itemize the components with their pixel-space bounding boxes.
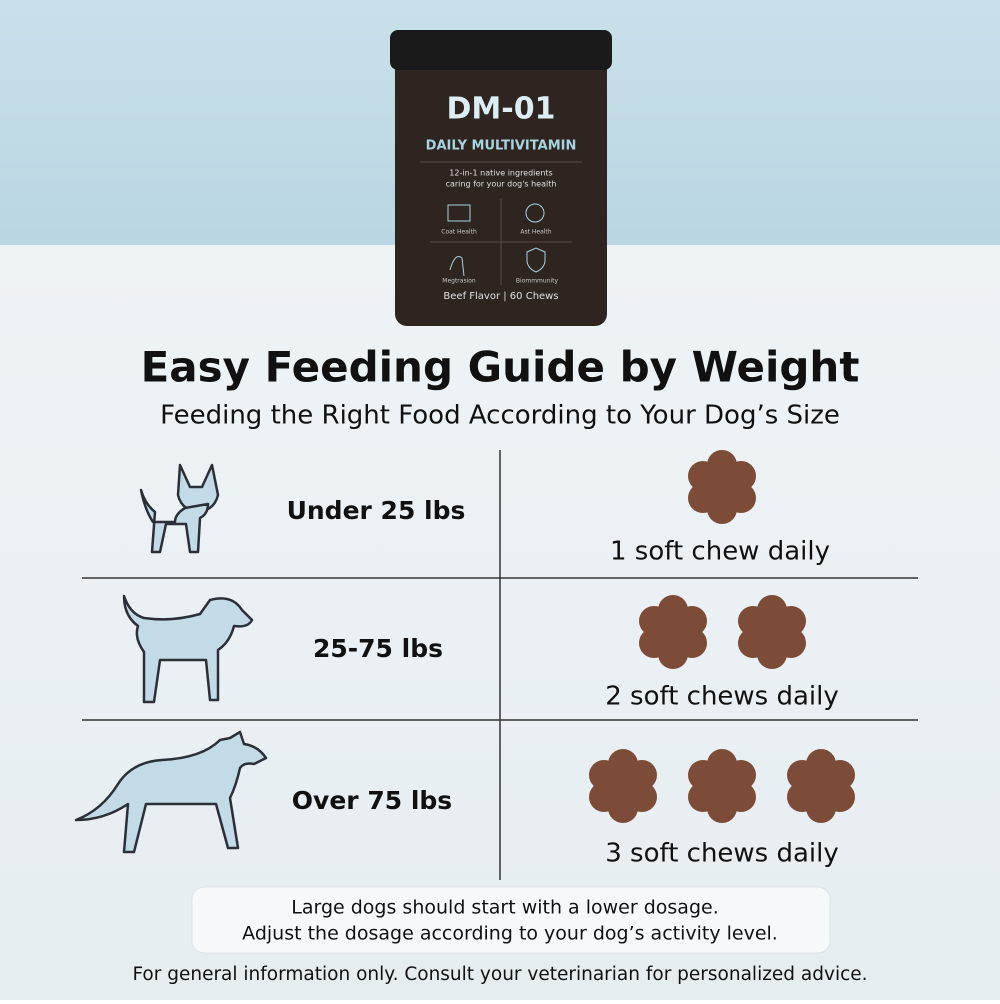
- note-line: Large dogs should start with a lower dos…: [291, 897, 719, 919]
- icon-label: Biommmunity: [516, 278, 559, 285]
- large-dog-icon: [74, 730, 268, 854]
- product-name: DM-01: [447, 92, 556, 127]
- note-line: Adjust the dosage according to your dog’…: [242, 923, 778, 945]
- dosage-label: 3 soft chews daily: [605, 839, 839, 869]
- product-tagline: caring for your dog's health: [446, 180, 557, 189]
- dosage-label: 1 soft chew daily: [610, 537, 830, 567]
- medium-dog-icon: [122, 594, 254, 704]
- note-box: [191, 886, 831, 954]
- disclaimer: For general information only. Consult yo…: [132, 964, 867, 985]
- icon-label: Megtrasion: [442, 278, 476, 285]
- weight-label: Under 25 lbs: [287, 496, 466, 525]
- small-dog-icon: [139, 463, 220, 554]
- subtitle: Feeding the Right Food According to Your…: [160, 401, 840, 431]
- product-footer: Beef Flavor | 60 Chews: [443, 291, 558, 302]
- title: Easy Feeding Guide by Weight: [141, 343, 860, 392]
- icon-label: Coat Health: [441, 229, 477, 236]
- dosage-label: 2 soft chews daily: [605, 682, 839, 712]
- weight-label: Over 75 lbs: [292, 786, 452, 815]
- product-jar: DM-01 DAILY MULTIVITAMIN 12-in-1 native …: [390, 30, 612, 326]
- product-subtitle: DAILY MULTIVITAMIN: [426, 139, 577, 154]
- product-tagline: 12-in-1 native ingredients: [449, 169, 552, 178]
- icon-label: Ast Health: [520, 229, 551, 236]
- weight-label: 25-75 lbs: [313, 634, 443, 663]
